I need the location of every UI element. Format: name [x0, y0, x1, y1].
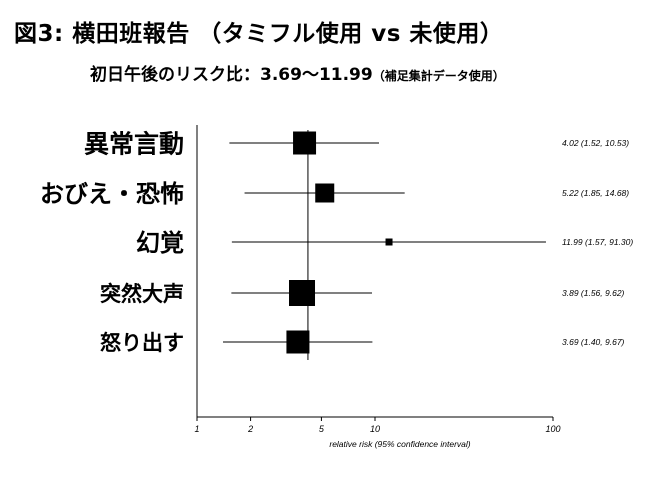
estimate-box-0: [293, 131, 317, 155]
ci-text-3: 3.89 (1.56, 9.62): [562, 288, 625, 298]
x-axis-label: relative risk (95% confidence interval): [329, 439, 470, 449]
x-tick-label-5: 5: [319, 424, 325, 434]
estimate-box-3: [289, 280, 316, 306]
x-tick-label-1: 1: [194, 424, 199, 434]
subtitle-note: （補足集計データ使用）: [372, 69, 505, 83]
x-tick-label-10: 10: [370, 424, 380, 434]
chart-title: 図3: 横田班報告 （タミフル使用 vs 未使用）: [14, 21, 504, 47]
ci-text-0: 4.02 (1.52, 10.53): [562, 138, 629, 148]
row-label-0: 異常言動: [84, 130, 184, 159]
x-tick-label-2: 2: [247, 424, 253, 434]
subtitle-main: 初日午後のリスク比：3.69〜11.99: [90, 65, 373, 85]
chart-subtitle: 初日午後のリスク比：3.69〜11.99（補足集計データ使用）: [90, 60, 505, 85]
estimate-box-1: [315, 183, 335, 203]
estimate-box-4: [286, 330, 310, 354]
estimate-box-2: [385, 238, 393, 246]
x-tick-label-100: 100: [545, 424, 560, 434]
row-label-4: 怒り出す: [100, 331, 184, 355]
row-label-1: おびえ・恐怖: [40, 180, 184, 208]
row-label-2: 幻覚: [136, 229, 184, 257]
row-label-3: 突然大声: [100, 282, 184, 306]
ci-text-2: 11.99 (1.57, 91.30): [562, 237, 633, 247]
ci-text-4: 3.69 (1.40, 9.67): [562, 337, 625, 347]
ci-text-1: 5.22 (1.85, 14.68): [562, 188, 629, 198]
